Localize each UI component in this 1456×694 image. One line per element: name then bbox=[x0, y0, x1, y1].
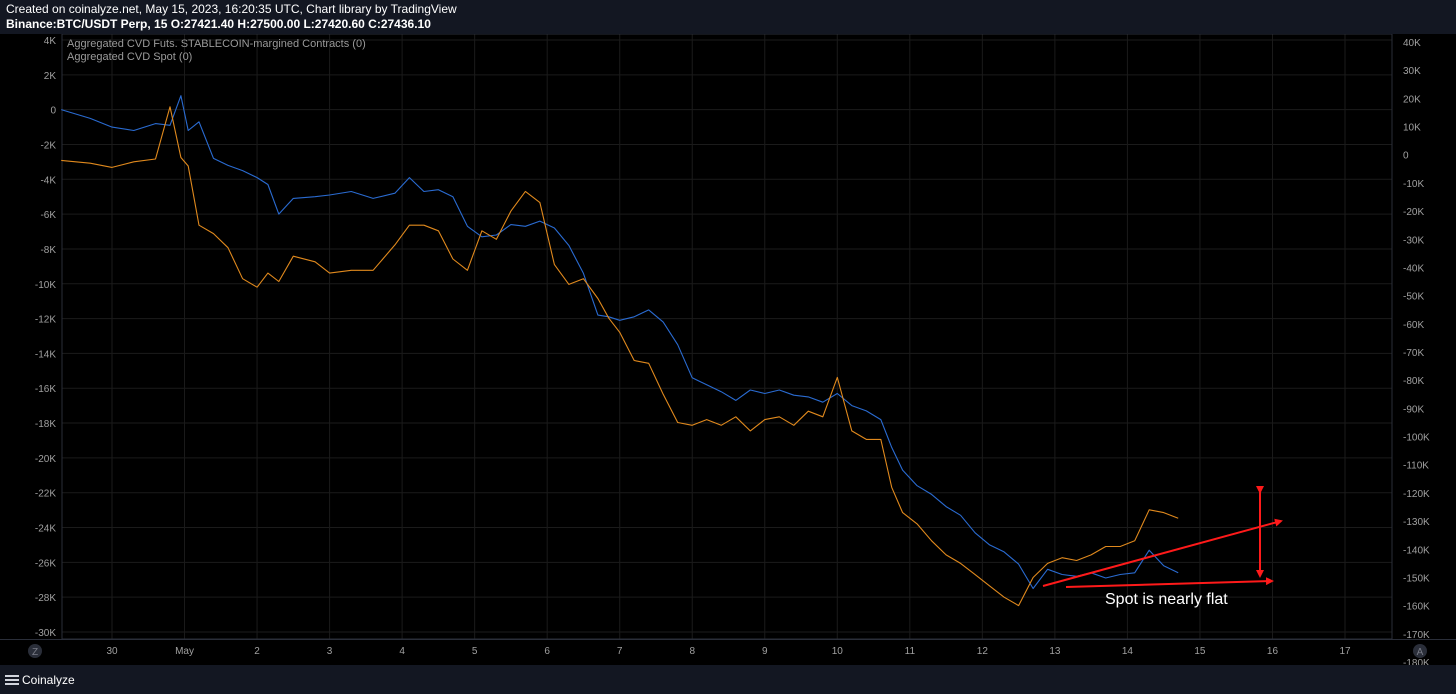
brand-name: Coinalyze bbox=[22, 673, 75, 687]
x-tick-label: 17 bbox=[1339, 646, 1351, 657]
y-left-tick-label: -24K bbox=[35, 524, 56, 535]
y-right-tick-label: -40K bbox=[1403, 263, 1424, 274]
flat-arrow bbox=[1065, 577, 1274, 588]
y-right-tick-label: -150K bbox=[1403, 573, 1430, 584]
cvd-chart[interactable]: 4K 2K 0 -2K -4K -6K -8K -10K -12K -14K -16K -18K -20… bbox=[0, 33, 1456, 669]
x-tick-label: 6 bbox=[544, 646, 550, 657]
y-right-tick-label: -160K bbox=[1403, 602, 1430, 613]
y-left-tick-label: -22K bbox=[35, 489, 56, 500]
x-tick-label: 7 bbox=[617, 646, 623, 657]
y-left-tick-label: -10K bbox=[35, 280, 56, 291]
y-right-tick-label: -20K bbox=[1403, 207, 1424, 218]
x-tick-label: May bbox=[175, 646, 194, 657]
x-tick-label: 14 bbox=[1122, 646, 1134, 657]
x-tick-label: 3 bbox=[327, 646, 333, 657]
y-left-tick-label: -20K bbox=[35, 454, 56, 465]
y-right-tick-label: -30K bbox=[1403, 235, 1424, 246]
x-tick-label: 9 bbox=[762, 646, 768, 657]
x-tick-label: 12 bbox=[977, 646, 989, 657]
x-tick-label: 13 bbox=[1049, 646, 1061, 657]
coinalyze-logo-icon bbox=[5, 675, 19, 687]
y-right-tick-label: 30K bbox=[1403, 66, 1421, 77]
legend-entry: Aggregated CVD Futs. STABLECOIN-margined… bbox=[67, 38, 366, 50]
y-right-tick-label: -60K bbox=[1403, 320, 1424, 331]
y-right-tick-label: -90K bbox=[1403, 404, 1424, 415]
symbol-ohlc: Binance:BTC/USDT Perp, 15 O:27421.40 H:2… bbox=[6, 17, 431, 31]
x-tick-label: 11 bbox=[905, 646, 916, 657]
y-left-tick-label: -6K bbox=[40, 210, 56, 221]
y-right-tick-label: -170K bbox=[1403, 630, 1430, 641]
y-right-tick-label: -130K bbox=[1403, 517, 1430, 528]
y-left-tick-label: -4K bbox=[40, 175, 56, 186]
x-tick-label: 10 bbox=[832, 646, 844, 657]
chart-header: Created on coinalyze.net, May 15, 2023, … bbox=[0, 0, 1456, 34]
left-scale-button-label: Z bbox=[32, 647, 38, 658]
spot-cvd-line bbox=[61, 95, 1179, 590]
y-right-tick-label: -10K bbox=[1403, 179, 1424, 190]
y-left-tick-label: -28K bbox=[35, 593, 56, 604]
legend-entry: Aggregated CVD Spot (0) bbox=[67, 51, 192, 63]
y-right-tick-label: 10K bbox=[1403, 123, 1421, 134]
y-left-tick-label: -14K bbox=[35, 349, 56, 360]
y-left-tick-label: 4K bbox=[44, 36, 57, 47]
y-left-tick-label: -12K bbox=[35, 315, 56, 326]
creation-info: Created on coinalyze.net, May 15, 2023, … bbox=[6, 2, 457, 16]
y-right-tick-label: -70K bbox=[1403, 348, 1424, 359]
y-right-tick-label: -110K bbox=[1403, 461, 1429, 472]
left-scale-button[interactable]: Z bbox=[28, 644, 42, 658]
y-right-tick-label: 20K bbox=[1403, 94, 1421, 105]
x-tick-label: 16 bbox=[1267, 646, 1279, 657]
y-right-tick-label: -50K bbox=[1403, 292, 1424, 303]
rising-arrow bbox=[1042, 518, 1283, 587]
chart-area[interactable]: 4K 2K 0 -2K -4K -6K -8K -10K -12K -14K -16K -18K -20… bbox=[0, 33, 1456, 669]
y-left-tick-label: -8K bbox=[40, 245, 56, 256]
y-left-tick-label: -2K bbox=[40, 140, 56, 151]
x-tick-label: 30 bbox=[106, 646, 118, 657]
y-right-tick-label: -80K bbox=[1403, 376, 1424, 387]
y-left-tick-label: 0 bbox=[50, 106, 56, 117]
auto-scale-button[interactable]: A bbox=[1413, 644, 1427, 658]
x-tick-label: 8 bbox=[689, 646, 695, 657]
y-left-tick-label: -30K bbox=[35, 628, 56, 639]
y-right-tick-label: -120K bbox=[1403, 489, 1430, 500]
futures-cvd-line bbox=[61, 106, 1179, 607]
y-right-tick-label: 40K bbox=[1403, 38, 1421, 49]
y-left-tick-label: -18K bbox=[35, 419, 56, 430]
y-right-tick-label: -100K bbox=[1403, 433, 1430, 444]
footer: Coinalyze bbox=[0, 665, 1456, 694]
y-right-tick-label: -140K bbox=[1403, 545, 1430, 556]
y-right-tick-label: -180K bbox=[1403, 658, 1430, 665]
y-left-tick-label: -16K bbox=[35, 384, 56, 395]
x-tick-label: 15 bbox=[1194, 646, 1206, 657]
x-tick-label: 4 bbox=[399, 646, 405, 657]
annotation-text: Spot is nearly flat bbox=[1105, 591, 1228, 608]
y-left-tick-label: 2K bbox=[44, 71, 57, 82]
x-tick-label: 5 bbox=[472, 646, 478, 657]
auto-scale-button-label: A bbox=[1417, 647, 1424, 658]
y-left-tick-label: -26K bbox=[35, 558, 56, 569]
y-right-tick-label: 0 bbox=[1403, 151, 1409, 162]
x-tick-label: 2 bbox=[254, 646, 260, 657]
